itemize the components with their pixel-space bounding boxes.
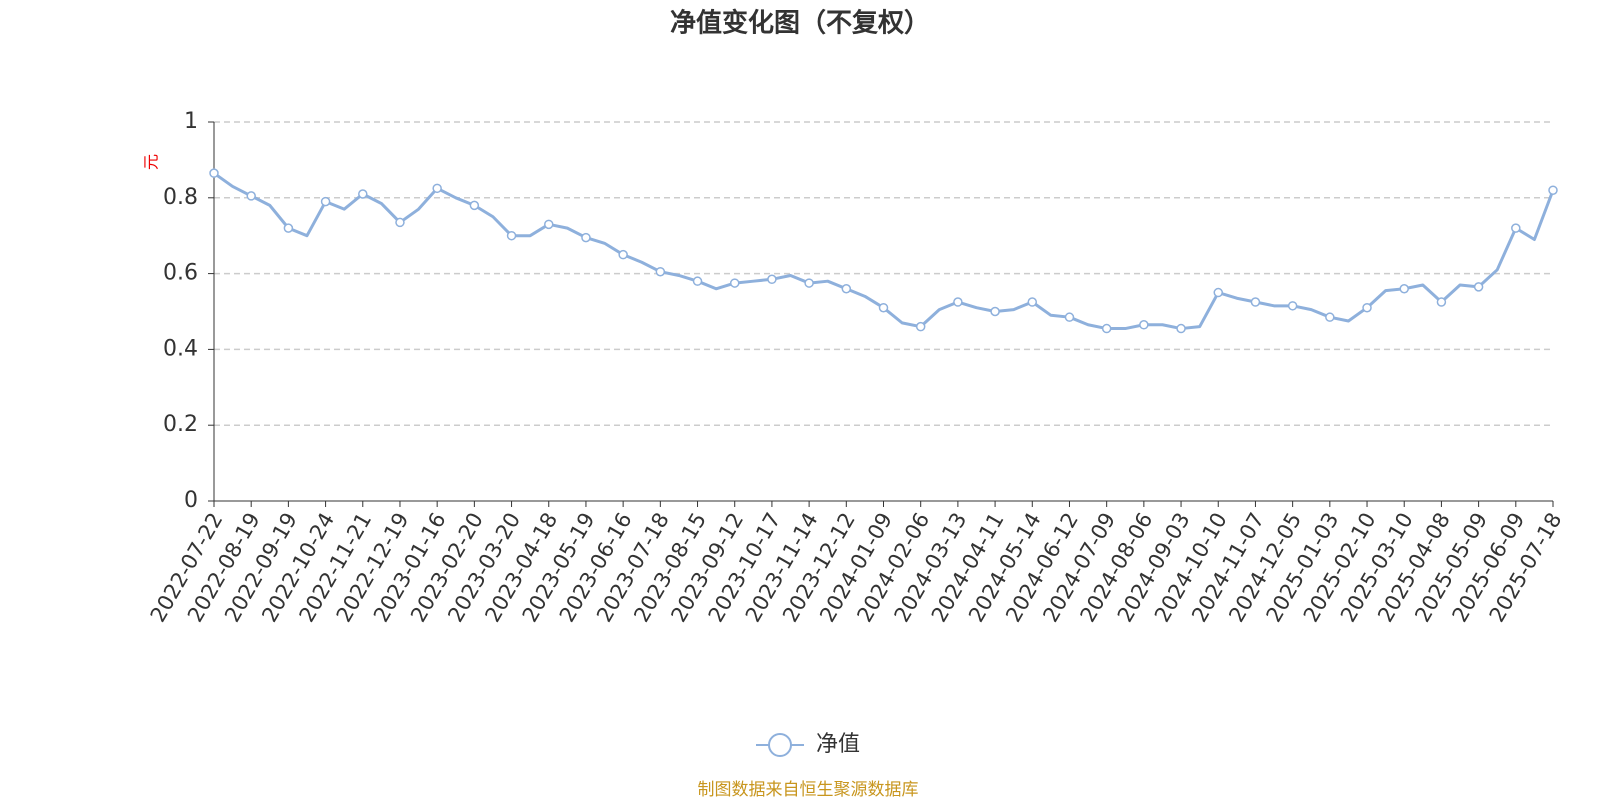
point-marker: [432, 183, 442, 194]
point-marker: [878, 302, 889, 313]
chart-title: 净值变化图（不复权）: [670, 8, 930, 39]
point-marker: [1027, 297, 1038, 307]
point-marker: [1287, 301, 1298, 311]
point-marker: [1250, 297, 1261, 307]
point-marker: [506, 230, 517, 241]
y-tick-label: 0.6: [163, 261, 198, 286]
point-marker: [320, 196, 331, 207]
point-marker: [469, 200, 480, 211]
point-marker: [767, 274, 777, 285]
point-marker: [358, 189, 368, 199]
point-marker: [729, 278, 740, 288]
legend-marker: [768, 733, 792, 757]
point-marker: [581, 232, 591, 243]
point-marker: [915, 321, 926, 332]
point-marker: [1325, 312, 1335, 322]
point-marker: [283, 223, 294, 233]
y-tick-label: 0.2: [163, 412, 198, 437]
y-axis-label: 元: [142, 154, 161, 170]
point-marker: [1176, 323, 1186, 334]
y-tick-label: 1: [184, 109, 198, 134]
point-marker: [1139, 320, 1149, 330]
point-marker: [1213, 287, 1223, 298]
y-tick-label: 0.4: [163, 336, 198, 361]
point-marker: [618, 249, 628, 260]
point-marker: [1436, 297, 1447, 307]
legend-label: 净值: [816, 732, 860, 757]
point-marker: [990, 306, 1000, 317]
y-tick-label: 0.8: [163, 185, 198, 210]
point-marker: [246, 191, 256, 201]
y-tick-label: 0: [184, 488, 198, 513]
point-marker: [953, 297, 963, 307]
point-marker: [1399, 284, 1409, 294]
point-marker: [395, 217, 405, 228]
point-marker: [804, 278, 814, 288]
point-marker: [544, 219, 554, 230]
point-marker: [1473, 282, 1484, 292]
point-marker: [1548, 185, 1558, 195]
point-marker: [841, 284, 852, 294]
point-marker: [1064, 312, 1075, 322]
point-marker: [692, 276, 703, 286]
source-note: 制图数据来自恒生聚源数据库: [698, 780, 919, 800]
point-marker: [1101, 323, 1112, 334]
point-marker: [1511, 223, 1521, 233]
point-marker: [1362, 302, 1372, 313]
point-marker: [209, 168, 219, 178]
point-marker: [655, 266, 666, 277]
